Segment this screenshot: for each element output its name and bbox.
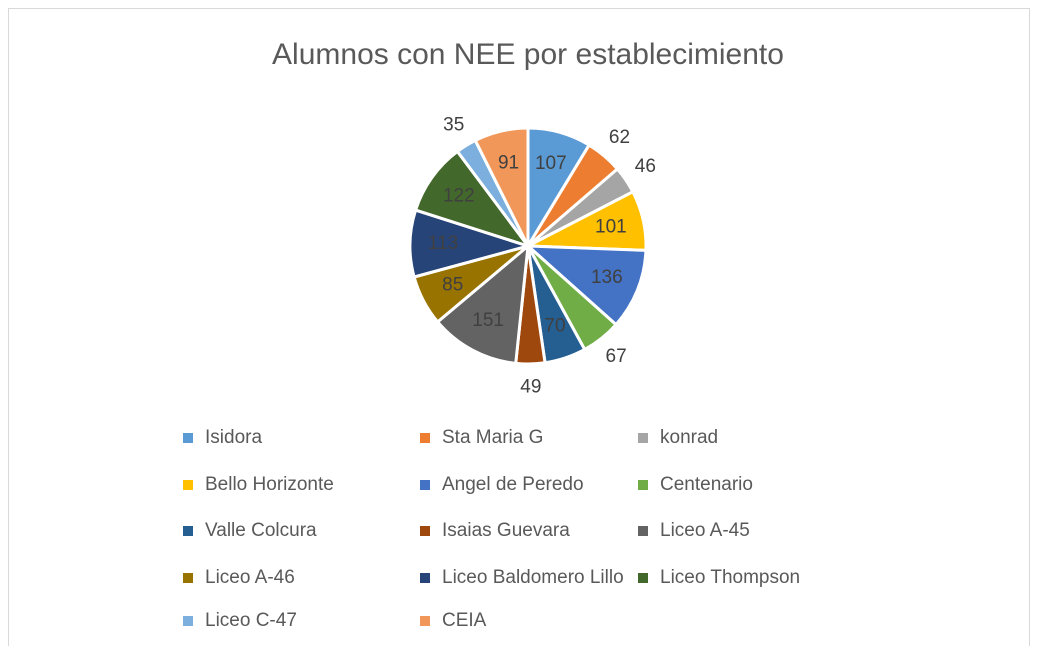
legend-label: Angel de Peredo [442, 474, 584, 495]
legend-label: Liceo Baldomero Lillo [442, 567, 624, 588]
legend-swatch [183, 433, 193, 443]
data-label: 101 [595, 216, 627, 237]
pie-slice [473, 126, 530, 247]
data-label: 107 [535, 153, 567, 174]
legend-swatch [183, 526, 193, 536]
legend-label: Isidora [205, 427, 262, 448]
legend-label: Centenario [660, 474, 753, 495]
legend-swatch [420, 616, 430, 626]
legend-swatch [183, 480, 193, 490]
data-label: 85 [442, 274, 463, 295]
legend-label: konrad [660, 427, 718, 448]
data-label: 151 [472, 310, 504, 331]
legend-swatch [183, 573, 193, 583]
legend-swatch [420, 480, 430, 490]
chart-title: Alumnos con NEE por establecimiento [272, 38, 784, 71]
legend-swatch [638, 480, 648, 490]
data-label: 35 [443, 114, 464, 135]
data-label: 62 [609, 127, 630, 148]
legend-label: Sta Maria G [442, 427, 543, 448]
legend-label: Liceo A-45 [660, 520, 750, 541]
legend-swatch [638, 573, 648, 583]
legend-label: Bello Horizonte [205, 474, 334, 495]
legend-label: Liceo Thompson [660, 567, 800, 588]
legend-swatch [638, 526, 648, 536]
data-label: 70 [544, 316, 565, 337]
legend-swatch [420, 573, 430, 583]
data-label: 136 [591, 267, 623, 288]
legend-swatch [638, 433, 648, 443]
pie-slice [523, 244, 648, 327]
legend-swatch [420, 433, 430, 443]
legend-swatch [420, 526, 430, 536]
legend-swatch [183, 616, 193, 626]
data-label: 67 [606, 346, 627, 367]
legend-label: Liceo C-47 [205, 610, 297, 631]
data-label: 46 [635, 156, 656, 177]
data-label: 49 [520, 377, 541, 398]
data-label: 91 [498, 152, 519, 173]
data-label: 122 [443, 186, 475, 207]
legend-label: Isaias Guevara [442, 520, 570, 541]
data-label: 113 [428, 233, 458, 254]
legend-label: Liceo A-46 [205, 567, 295, 588]
legend-label: CEIA [442, 610, 487, 631]
legend-label: Valle Colcura [205, 520, 317, 541]
pie-slice [435, 242, 530, 366]
